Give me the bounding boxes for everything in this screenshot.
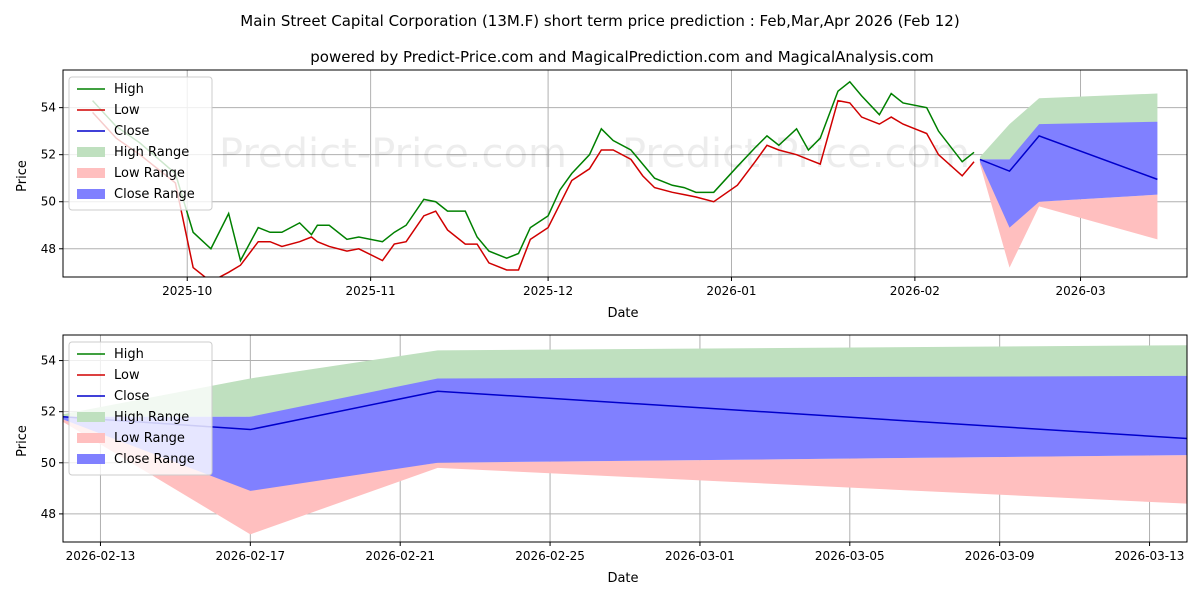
close-range-band	[63, 375, 1187, 491]
legend-label: Low Range	[114, 431, 185, 446]
bottom-x-axis-label: Date	[607, 571, 638, 586]
x-tick-label: 2026-01	[706, 284, 756, 298]
legend-patch-swatch	[77, 147, 105, 157]
low-range-band	[979, 161, 1158, 268]
legend-patch-swatch	[77, 168, 105, 178]
legend-label: Low Range	[114, 166, 185, 181]
x-tick-label: 2026-03-01	[665, 549, 735, 563]
legend-label: High Range	[114, 410, 189, 425]
high-line	[92, 80, 975, 263]
legend-label: Close Range	[114, 187, 195, 202]
legend-label: Close	[114, 124, 149, 139]
bottom-y-axis-label: Price	[15, 425, 30, 457]
x-tick-label: 2026-03	[1055, 284, 1105, 298]
top-y-axis-label: Price	[15, 160, 30, 192]
x-tick-label: 2026-03-13	[1115, 549, 1185, 563]
legend-label: Close Range	[114, 452, 195, 467]
x-tick-label: 2026-02	[890, 284, 940, 298]
y-tick-label: 48	[41, 242, 56, 256]
bottom-x-ticks: 2026-02-13 2026-02-17 2026-02-21 2026-02-25…	[66, 542, 1185, 563]
chart-title: Main Street Capital Corporation (13M.F) …	[240, 12, 959, 30]
series-group	[63, 345, 1187, 535]
top-legend: High Low Close High Range Low Range Close Ran…	[68, 76, 213, 211]
low-line	[92, 99, 975, 277]
bottom-legend: High Low Close High Range Low Range Close Ran…	[68, 341, 213, 476]
legend-label: High Range	[114, 145, 189, 160]
legend-patch-swatch	[77, 189, 105, 199]
legend-patch-swatch	[77, 454, 105, 464]
legend-label: Low	[114, 368, 140, 383]
watermark-text: Predict-Price.com	[219, 131, 567, 177]
close-range-band	[979, 121, 1158, 228]
legend-patch-swatch	[77, 412, 105, 422]
y-tick-label: 54	[41, 101, 56, 115]
chart-subtitle: powered by Predict-Price.com and Magical…	[310, 48, 934, 66]
legend-label: High	[114, 82, 144, 97]
top-panel: Predict-Price.com Predict-Price.com 2025-…	[15, 69, 1188, 321]
top-x-ticks: 2025-10 2025-11 2025-12 2026-01 2026-02 2026-…	[162, 277, 1106, 298]
x-tick-label: 2025-11	[346, 284, 396, 298]
series-group	[92, 80, 1158, 277]
top-y-ticks: 48 50 52 54	[41, 101, 63, 256]
legend-label: Low	[114, 103, 140, 118]
x-tick-label: 2026-02-13	[66, 549, 136, 563]
bottom-plot-frame	[62, 334, 1188, 543]
legend-label: High	[114, 347, 144, 362]
legend-label: Close	[114, 389, 149, 404]
y-tick-label: 52	[41, 148, 56, 162]
x-tick-label: 2026-03-09	[965, 549, 1035, 563]
y-tick-label: 50	[41, 195, 56, 209]
top-plot-frame	[62, 69, 1188, 278]
y-tick-label: 54	[41, 354, 56, 368]
low-range-band	[63, 419, 1187, 535]
y-tick-label: 50	[41, 456, 56, 470]
x-tick-label: 2026-02-25	[515, 549, 585, 563]
legend-patch-swatch	[77, 433, 105, 443]
y-tick-label: 52	[41, 405, 56, 419]
top-x-axis-label: Date	[607, 306, 638, 321]
bottom-y-ticks: 48 50 52 54	[41, 354, 63, 521]
x-tick-label: 2025-10	[162, 284, 212, 298]
y-tick-label: 48	[41, 507, 56, 521]
x-tick-label: 2026-02-21	[365, 549, 435, 563]
close-forecast-line	[979, 134, 1158, 181]
top-plot-area: Predict-Price.com Predict-Price.com	[63, 70, 1187, 277]
x-tick-label: 2026-02-17	[215, 549, 285, 563]
x-tick-label: 2025-12	[523, 284, 573, 298]
x-tick-label: 2026-03-05	[815, 549, 885, 563]
